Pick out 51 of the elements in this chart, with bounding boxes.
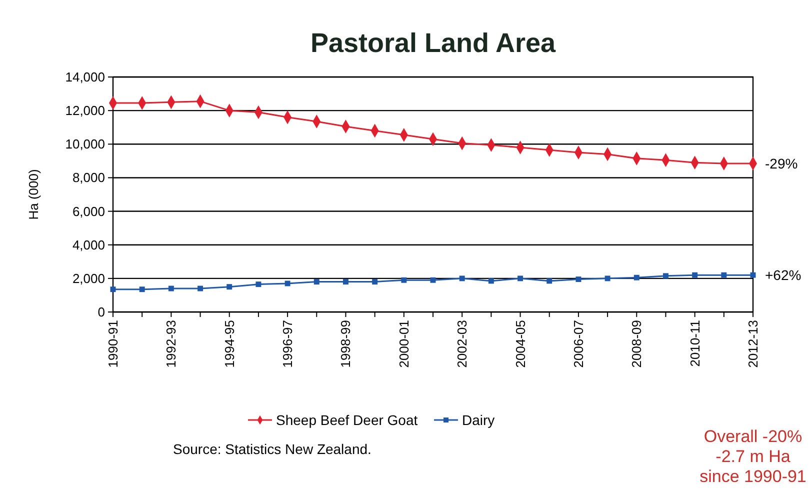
chart-title: Pastoral Land Area [310, 28, 557, 58]
x-tick-label: 1996-97 [280, 320, 296, 368]
point [546, 278, 552, 284]
legend-label: Sheep Beef Deer Goat [276, 412, 418, 428]
source-note: Source: Statistics New Zealand. [173, 441, 372, 457]
y-tick-label: 14,000 [65, 70, 105, 84]
point [488, 278, 494, 284]
x-tick-label: 2004-05 [512, 320, 528, 368]
point [459, 276, 465, 282]
x-tick-label: 2002-03 [454, 320, 470, 368]
y-tick-label: 0 [98, 304, 105, 320]
point [401, 277, 407, 283]
point [314, 279, 320, 285]
x-tick-label: 2010-11 [687, 320, 702, 367]
point [256, 282, 262, 288]
x-tick-label: 1994-95 [222, 320, 237, 368]
point [110, 286, 116, 292]
y-tick-label: 6,000 [72, 204, 105, 219]
point [198, 286, 204, 292]
y-tick-label: 10,000 [65, 136, 105, 152]
y-tick-label: 4,000 [72, 237, 105, 252]
y-tick-label: 2,000 [72, 270, 105, 286]
x-tick-label: 1998-99 [338, 320, 354, 368]
x-tick-label: 1990-91 [106, 320, 120, 368]
annotation: -29% [765, 155, 798, 172]
point [662, 273, 668, 279]
x-tick-label: 1992-93 [164, 320, 179, 368]
point [342, 279, 348, 285]
annotation: +62% [765, 267, 802, 284]
y-tick-label: 8,000 [72, 170, 105, 186]
point [139, 286, 145, 292]
x-tick-label: 2000-01 [396, 320, 412, 368]
point [721, 272, 727, 278]
point [372, 279, 378, 285]
point [750, 272, 756, 278]
point [168, 286, 174, 292]
point [604, 276, 610, 282]
point [226, 284, 232, 290]
point [518, 276, 524, 282]
text: Overall -20% -2.7 m Ha since 1990-91 [700, 427, 806, 486]
y-axis-title: Ha (000) [26, 169, 41, 220]
x-tick-label: 2008-09 [629, 320, 644, 368]
point [634, 274, 640, 280]
point [284, 280, 290, 286]
legend-label: Dairy [462, 412, 495, 428]
point [430, 277, 436, 283]
y-tick-label: 12,000 [65, 103, 105, 118]
point [692, 272, 698, 278]
x-tick-label: 2012-13 [746, 320, 760, 368]
point [576, 276, 582, 282]
x-tick-label: 2006-07 [570, 320, 586, 368]
